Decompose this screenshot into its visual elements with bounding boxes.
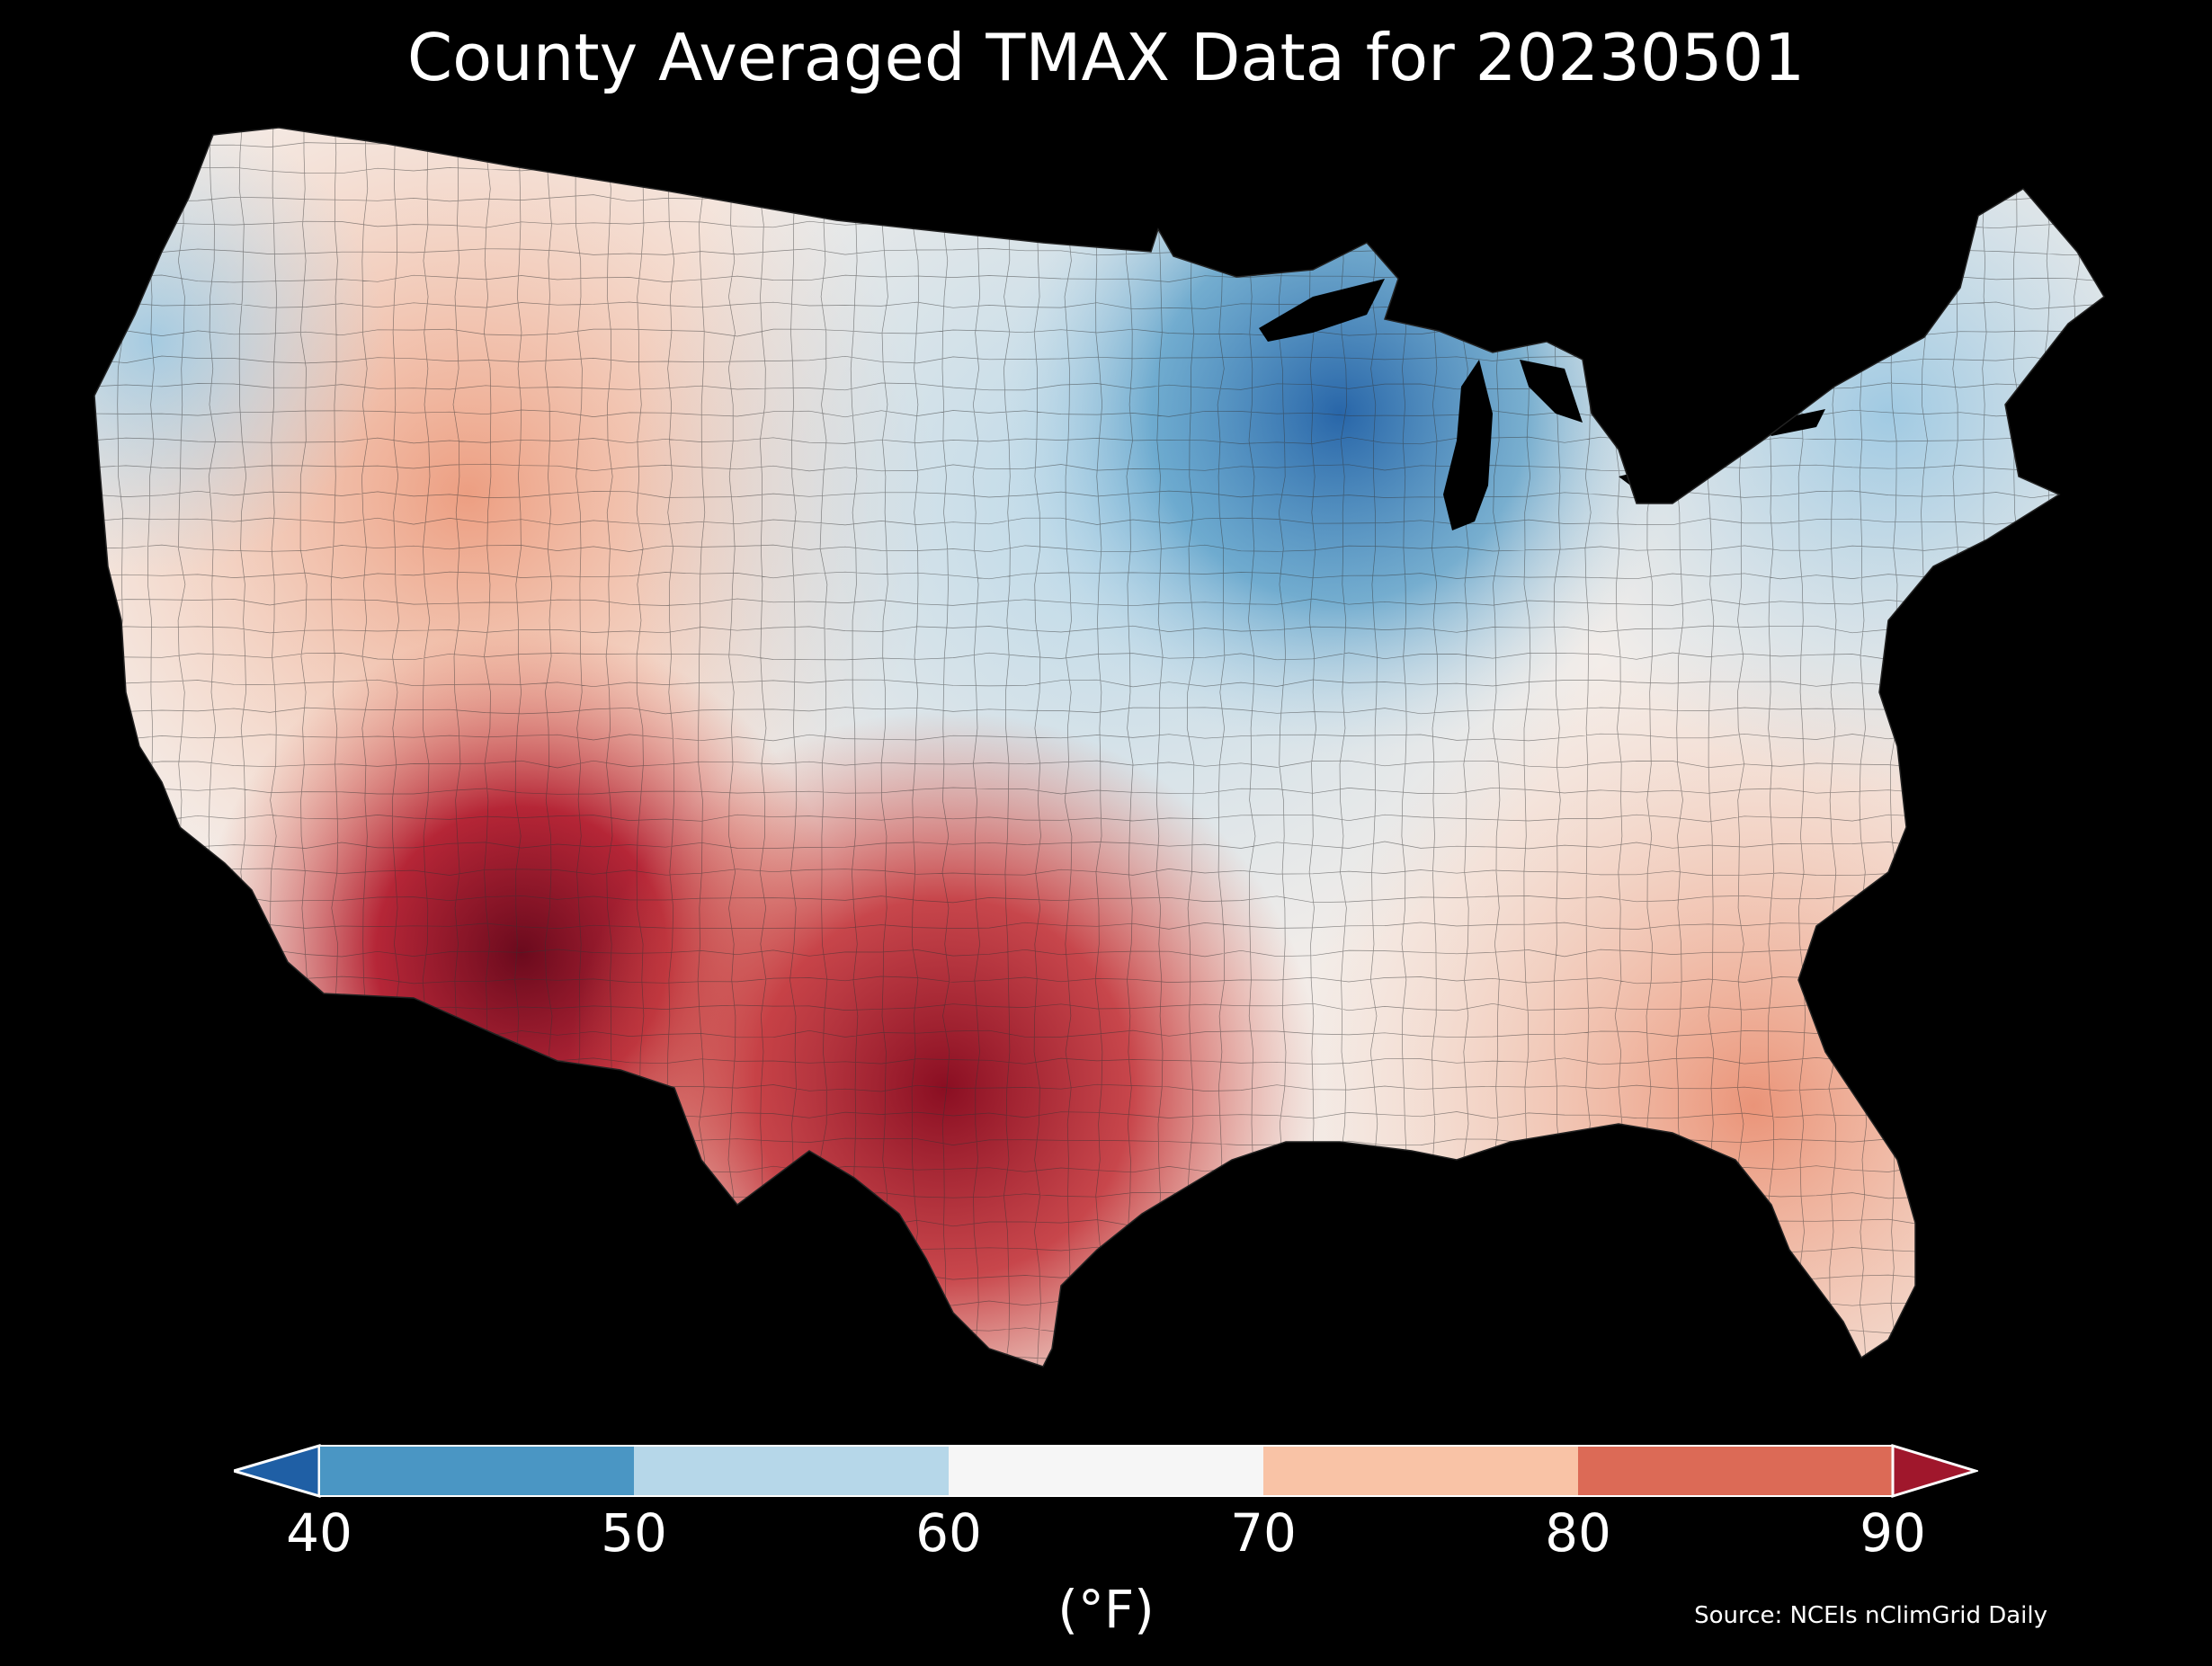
colorbar — [234, 1443, 1978, 1499]
great-lakes — [1259, 279, 1825, 530]
colorbar-tick-40: 40 — [286, 1502, 352, 1564]
colorbar-tick-80: 80 — [1545, 1502, 1611, 1564]
temperature-field — [94, 128, 2104, 1367]
conus-outline — [94, 127, 2105, 1368]
colorbar-bin — [634, 1446, 950, 1496]
colorbar-tick-60: 60 — [915, 1502, 982, 1564]
us-county-temperature-map — [94, 127, 2105, 1368]
colorbar-bin — [1263, 1446, 1579, 1496]
colorbar-bin — [1578, 1446, 1894, 1496]
colorbar-bin — [319, 1446, 635, 1496]
colorbar-tick-70: 70 — [1230, 1502, 1297, 1564]
colorbar-unit-label: (°F) — [1057, 1579, 1155, 1640]
colorbar-over-arrow — [1891, 1443, 1978, 1499]
source-note: Source: NCEIs nClimGrid Daily — [1694, 1602, 2047, 1629]
colorbar-tick-90: 90 — [1860, 1502, 1926, 1564]
colorbar-bin — [949, 1446, 1264, 1496]
page-title: County Averaged TMAX Data for 20230501 — [406, 20, 1806, 95]
colorbar-under-arrow — [234, 1443, 321, 1499]
county-boundaries — [94, 128, 2104, 1367]
colorbar-tick-50: 50 — [601, 1502, 667, 1564]
